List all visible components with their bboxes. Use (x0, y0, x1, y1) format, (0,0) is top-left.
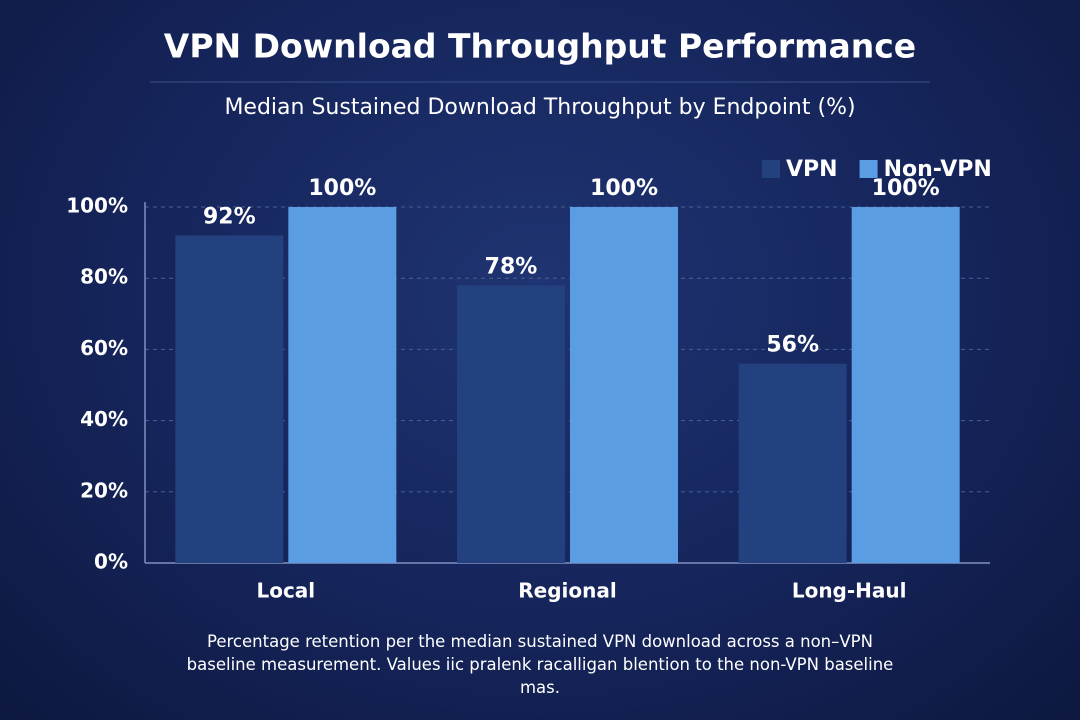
y-tick-label: 0% (94, 550, 128, 574)
chart-subtitle: Median Sustained Download Throughput by … (224, 95, 855, 120)
x-tick-label: Long-Haul (792, 579, 907, 603)
legend-label: VPN (786, 157, 838, 182)
legend-swatch (762, 160, 780, 178)
bar (457, 285, 565, 563)
value-label: 56% (766, 333, 819, 358)
legend-label: Non-VPN (884, 157, 992, 182)
y-tick-label: 80% (80, 265, 128, 289)
bar (851, 207, 960, 563)
bar (570, 207, 678, 563)
y-tick-label: 40% (80, 407, 128, 431)
footnote: Percentage retention per the median sust… (186, 632, 894, 697)
value-label: 78% (485, 254, 538, 279)
y-tick-label: 20% (80, 478, 128, 502)
value-label: 100% (590, 176, 658, 201)
value-label: 100% (308, 176, 376, 201)
value-label: 92% (203, 204, 256, 229)
bar (288, 207, 397, 563)
x-tick-label: Regional (518, 579, 616, 603)
bar (738, 363, 847, 563)
x-tick-label: Local (256, 579, 315, 603)
value-label: 100% (872, 176, 940, 201)
chart-title: VPN Download Throughput Performance (164, 27, 916, 66)
y-tick-label: 100% (66, 194, 128, 218)
y-tick-label: 60% (80, 336, 128, 360)
legend-swatch (859, 160, 878, 178)
bar (175, 235, 284, 564)
